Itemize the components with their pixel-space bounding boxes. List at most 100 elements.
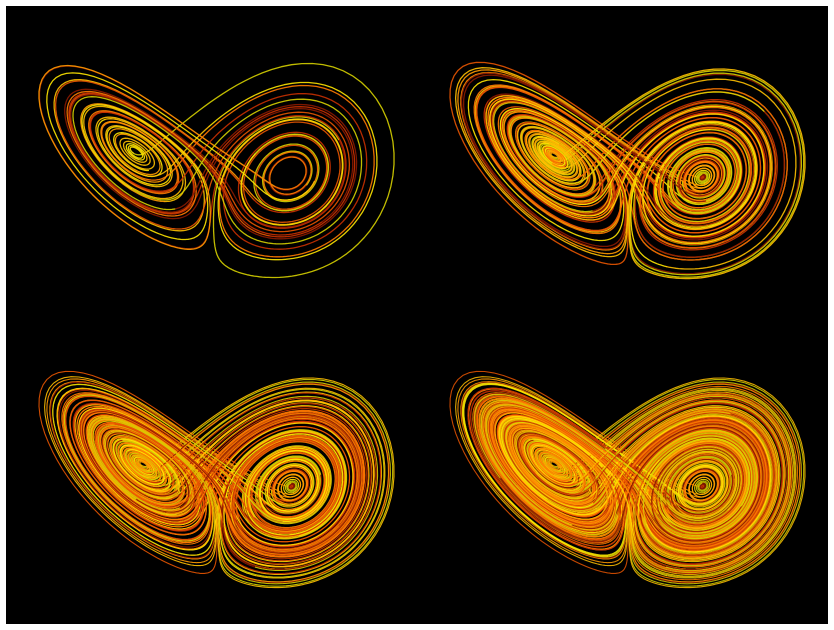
trajectory-segment — [487, 406, 676, 540]
trajectory-segment — [256, 456, 322, 524]
trajectory-segment — [98, 426, 200, 514]
trajectory-segment — [306, 180, 315, 192]
trajectory-segment — [85, 412, 273, 518]
trajectory-segment — [516, 123, 601, 200]
trajectory-segment — [223, 433, 344, 567]
trajectory-segment — [532, 78, 797, 270]
trajectory-segment — [49, 381, 310, 559]
trajectory-segment — [79, 409, 357, 550]
attractor-plot-3 — [38, 370, 395, 589]
trajectory-segment — [259, 449, 328, 520]
trajectory-segment — [225, 121, 341, 223]
trajectory-segment — [666, 147, 733, 215]
trajectory-segment — [131, 383, 390, 583]
trajectory-segment — [630, 122, 757, 268]
trajectory-segment — [659, 128, 750, 223]
trajectory-segment — [499, 105, 772, 245]
trajectory-segment — [528, 442, 599, 494]
trajectory-segment — [475, 86, 762, 234]
trajectory-segment — [490, 100, 769, 241]
trajectory-segment — [111, 399, 375, 568]
trajectory-segment — [100, 120, 169, 183]
trajectory-segment — [164, 414, 361, 553]
trajectory-segment — [498, 415, 771, 553]
trajectory-segment — [531, 135, 576, 176]
trajectory-segment — [645, 440, 748, 530]
trajectory-segment — [89, 92, 368, 250]
trajectory-segment — [487, 93, 785, 258]
trajectory-segment — [695, 171, 709, 185]
trajectory-segment — [699, 173, 707, 182]
trajectory-segment — [500, 104, 773, 245]
trajectory-segment — [462, 74, 724, 248]
trajectory-segment — [52, 383, 301, 556]
trajectory-segment — [542, 383, 801, 583]
trajectory-segment — [162, 416, 304, 501]
trajectory-segment — [460, 72, 721, 250]
trajectory-segment — [529, 393, 792, 574]
trajectory-segment — [467, 387, 759, 551]
lorenz-attractor-stage-4 — [417, 315, 828, 624]
trajectory-segment — [54, 80, 351, 233]
trajectory-segment — [488, 407, 766, 548]
trajectory-segment — [699, 482, 707, 490]
trajectory-segment — [649, 425, 762, 544]
trajectory-segment — [72, 96, 363, 245]
trajectory-segment — [205, 115, 347, 239]
lorenz-attractor-stage-2 — [417, 6, 828, 315]
lorenz-attractor-stage-3 — [6, 315, 417, 624]
trajectory-segment — [73, 403, 345, 537]
trajectory-segment — [483, 402, 754, 536]
trajectory-segment — [547, 459, 563, 472]
trajectory-segment — [485, 404, 759, 557]
trajectory-segment — [119, 137, 156, 170]
trajectory-segment — [268, 460, 318, 511]
lorenz-attractor-stage-1 — [6, 6, 417, 315]
trajectory-segment — [247, 457, 273, 518]
trajectory-segment — [524, 438, 591, 492]
trajectory-segment — [489, 98, 765, 237]
trajectory-segment — [76, 405, 355, 547]
trajectory-segment — [125, 143, 146, 161]
trajectory-segment — [64, 88, 354, 228]
trajectory-segment — [506, 410, 776, 558]
trajectory-segment — [235, 429, 348, 540]
trajectory-segment — [646, 131, 748, 220]
trajectory-segment — [38, 64, 276, 250]
trajectory-segment — [509, 91, 765, 197]
trajectory-segment — [113, 438, 180, 492]
trajectory-segment — [82, 411, 365, 557]
trajectory-segment — [659, 450, 743, 532]
trajectory-segment — [70, 94, 358, 240]
trajectory-segment — [639, 127, 752, 249]
trajectory-segment — [695, 480, 709, 494]
trajectory-segment — [114, 396, 378, 570]
trajectory-segment — [63, 394, 284, 542]
trajectory-segment — [472, 392, 761, 545]
trajectory-segment — [235, 440, 337, 529]
trajectory-segment — [528, 394, 791, 572]
trajectory-segment — [535, 385, 799, 581]
trajectory-segment — [543, 146, 567, 168]
trajectory-segment — [503, 412, 774, 556]
trajectory-segment — [604, 438, 750, 531]
trajectory-segment — [226, 406, 369, 562]
trajectory-segment — [125, 450, 160, 481]
image-frame — [6, 6, 828, 624]
trajectory-segment — [57, 388, 329, 550]
trajectory-segment — [510, 117, 610, 214]
trajectory-segment — [485, 95, 758, 234]
trajectory-segment — [66, 90, 231, 217]
trajectory-segment — [95, 116, 210, 203]
trajectory-segment — [483, 100, 776, 242]
trajectory-segment — [547, 150, 563, 164]
trajectory-segment — [518, 402, 784, 566]
trajectory-segment — [69, 399, 251, 535]
trajectory-segment — [679, 151, 729, 202]
attractor-plot-2 — [449, 61, 806, 280]
trajectory-segment — [462, 383, 729, 557]
trajectory-segment — [117, 442, 167, 487]
trajectory-segment — [46, 72, 309, 241]
trajectory-segment — [573, 416, 715, 501]
trajectory-segment — [478, 398, 747, 538]
